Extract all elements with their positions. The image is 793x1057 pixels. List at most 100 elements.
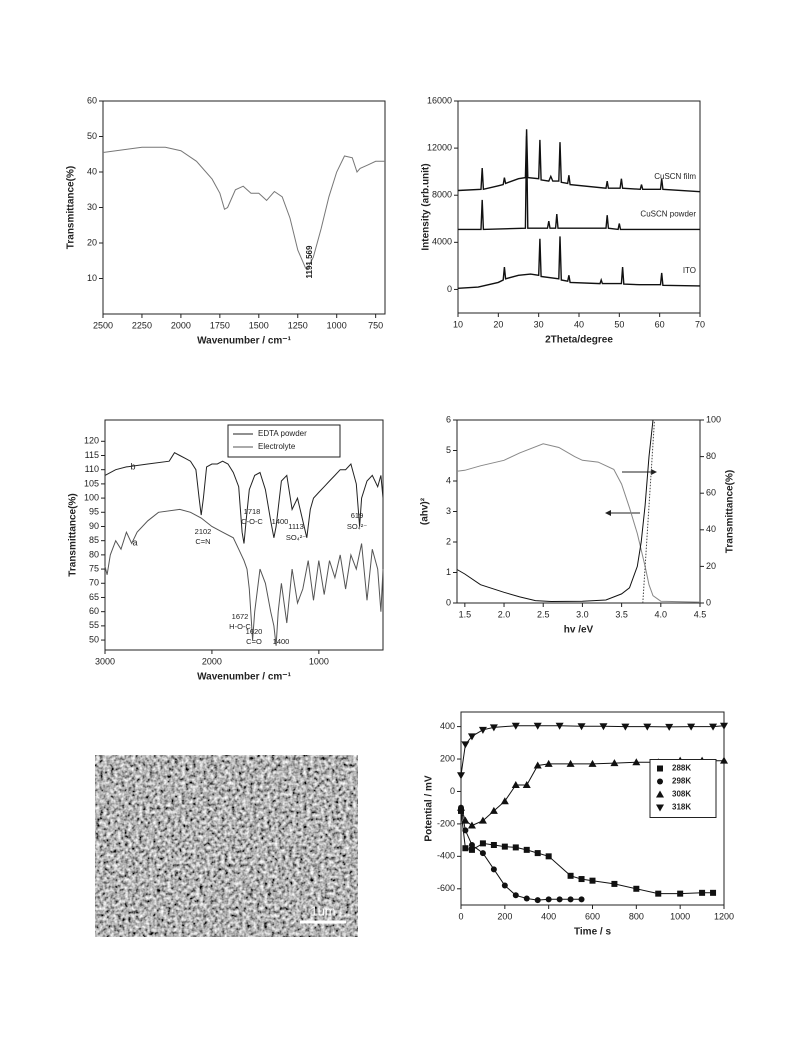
- x-tick-label: 600: [585, 911, 600, 921]
- annotation: C=N: [195, 537, 210, 546]
- point: [710, 889, 717, 896]
- plot-frame: [457, 100, 701, 314]
- point: [512, 892, 519, 899]
- point: [699, 889, 706, 896]
- point: [500, 797, 509, 805]
- chart: 10 20 30 40 50 60 70 0 4000 8000 12000 16000 2Theta/…: [421, 95, 705, 345]
- y-tick-label: 4: [446, 475, 451, 485]
- legend-marker: [657, 778, 663, 785]
- y-tick-label: 1: [446, 567, 451, 577]
- y-axis-label: (ahv)²: [420, 497, 431, 525]
- series-label: CuSCN film: [654, 172, 696, 181]
- x-axis-label: 2Theta/degree: [545, 335, 613, 346]
- point: [478, 726, 487, 734]
- annotation: 619: [351, 511, 364, 520]
- chart: 2500 2250 2000 1750 1500 1250 1000 750 10 20 30 40 5…: [66, 95, 386, 347]
- point: [457, 772, 465, 780]
- y-tick-label: 90: [89, 521, 99, 531]
- point: [578, 876, 585, 883]
- point: [534, 850, 541, 857]
- point: [577, 723, 586, 731]
- sem-image: [95, 755, 358, 937]
- scale-label: 1um: [310, 903, 335, 918]
- point: [468, 846, 475, 853]
- point: [687, 723, 696, 731]
- chart: 1.5 2.0 2.5 3.0 3.5 4.0 4.50123456020406080100…: [420, 414, 736, 635]
- y-tick-label: -600: [437, 883, 455, 893]
- y-tick-label: 5: [446, 445, 451, 455]
- y2-tick-label: 40: [706, 524, 716, 534]
- point: [633, 885, 640, 892]
- x-tick-label: 3.5: [615, 609, 628, 619]
- point: [512, 844, 519, 851]
- legend-box: [227, 424, 341, 458]
- series-line: [456, 419, 654, 603]
- y-tick-label: 8000: [432, 190, 452, 200]
- point: [467, 821, 476, 829]
- y-tick-label: 105: [84, 478, 99, 488]
- x-tick-label: 1000: [327, 320, 347, 330]
- y-axis-label: Transmittance(%): [66, 166, 77, 249]
- point: [501, 882, 508, 889]
- point: [478, 816, 487, 824]
- series-line: [460, 725, 725, 776]
- annotation: H-O-C: [229, 622, 251, 631]
- y-tick-label: 3: [446, 506, 451, 516]
- point: [588, 759, 597, 767]
- point: [461, 741, 470, 749]
- plot-frame: [104, 419, 384, 651]
- x-tick-label: 1200: [714, 911, 734, 921]
- x-axis-label: Wavenumber / cm⁻¹: [197, 672, 291, 683]
- annotation: SO₄²⁻: [286, 533, 306, 542]
- chart: 0 200 400 600 800 1000 1200 -600 -400 -200 0 200 400…: [424, 711, 734, 938]
- point: [511, 722, 520, 730]
- y-tick-label: 55: [89, 620, 99, 630]
- y-tick-label: 115: [85, 450, 99, 460]
- point: [556, 896, 563, 903]
- y-tick-label: 120: [84, 436, 99, 446]
- point: [533, 722, 542, 730]
- point: [611, 880, 618, 887]
- point: [555, 722, 564, 730]
- y-tick-label: 110: [85, 464, 99, 474]
- y-tick-label: 0: [450, 786, 455, 796]
- y-tick-label: 85: [89, 535, 99, 545]
- series-line: [457, 236, 701, 289]
- series-label: ITO: [683, 266, 696, 275]
- point: [677, 890, 684, 897]
- point: [462, 827, 469, 834]
- x-tick-label: 400: [541, 911, 556, 921]
- annotation: C-O-C: [241, 517, 263, 526]
- annotation: 1672: [232, 612, 249, 621]
- y2-tick-label: 20: [706, 561, 716, 571]
- annotation: 1620: [246, 627, 263, 636]
- legend-label: EDTA powder: [258, 429, 307, 438]
- x-tick-label: 800: [629, 911, 644, 921]
- x-tick-label: 30: [534, 319, 544, 329]
- x-axis-label: Time / s: [574, 927, 611, 938]
- x-tick-label: 20: [493, 319, 503, 329]
- y-tick-label: -200: [437, 818, 455, 828]
- y-axis-label: Intensity (arb.unit): [421, 163, 432, 250]
- x-tick-label: 1000: [309, 656, 329, 666]
- x-tick-label: 2250: [132, 320, 152, 330]
- series-line: [102, 146, 385, 271]
- y-tick-label: 40: [87, 166, 97, 176]
- legend-label: Electrolyte: [258, 442, 296, 451]
- point: [523, 895, 530, 902]
- point: [655, 890, 662, 897]
- point: [461, 816, 470, 824]
- y-tick-label: 80: [89, 549, 99, 559]
- x-tick-label: 10: [453, 319, 463, 329]
- point: [479, 840, 486, 847]
- y-tick-label: 200: [440, 753, 455, 763]
- point: [589, 877, 596, 884]
- point: [511, 780, 520, 788]
- x-tick-label: 3.0: [576, 609, 589, 619]
- x-tick-label: 1500: [249, 320, 269, 330]
- point: [599, 723, 608, 731]
- point: [522, 780, 531, 788]
- y-tick-label: 10: [87, 273, 97, 283]
- x-tick-label: 4.5: [694, 609, 707, 619]
